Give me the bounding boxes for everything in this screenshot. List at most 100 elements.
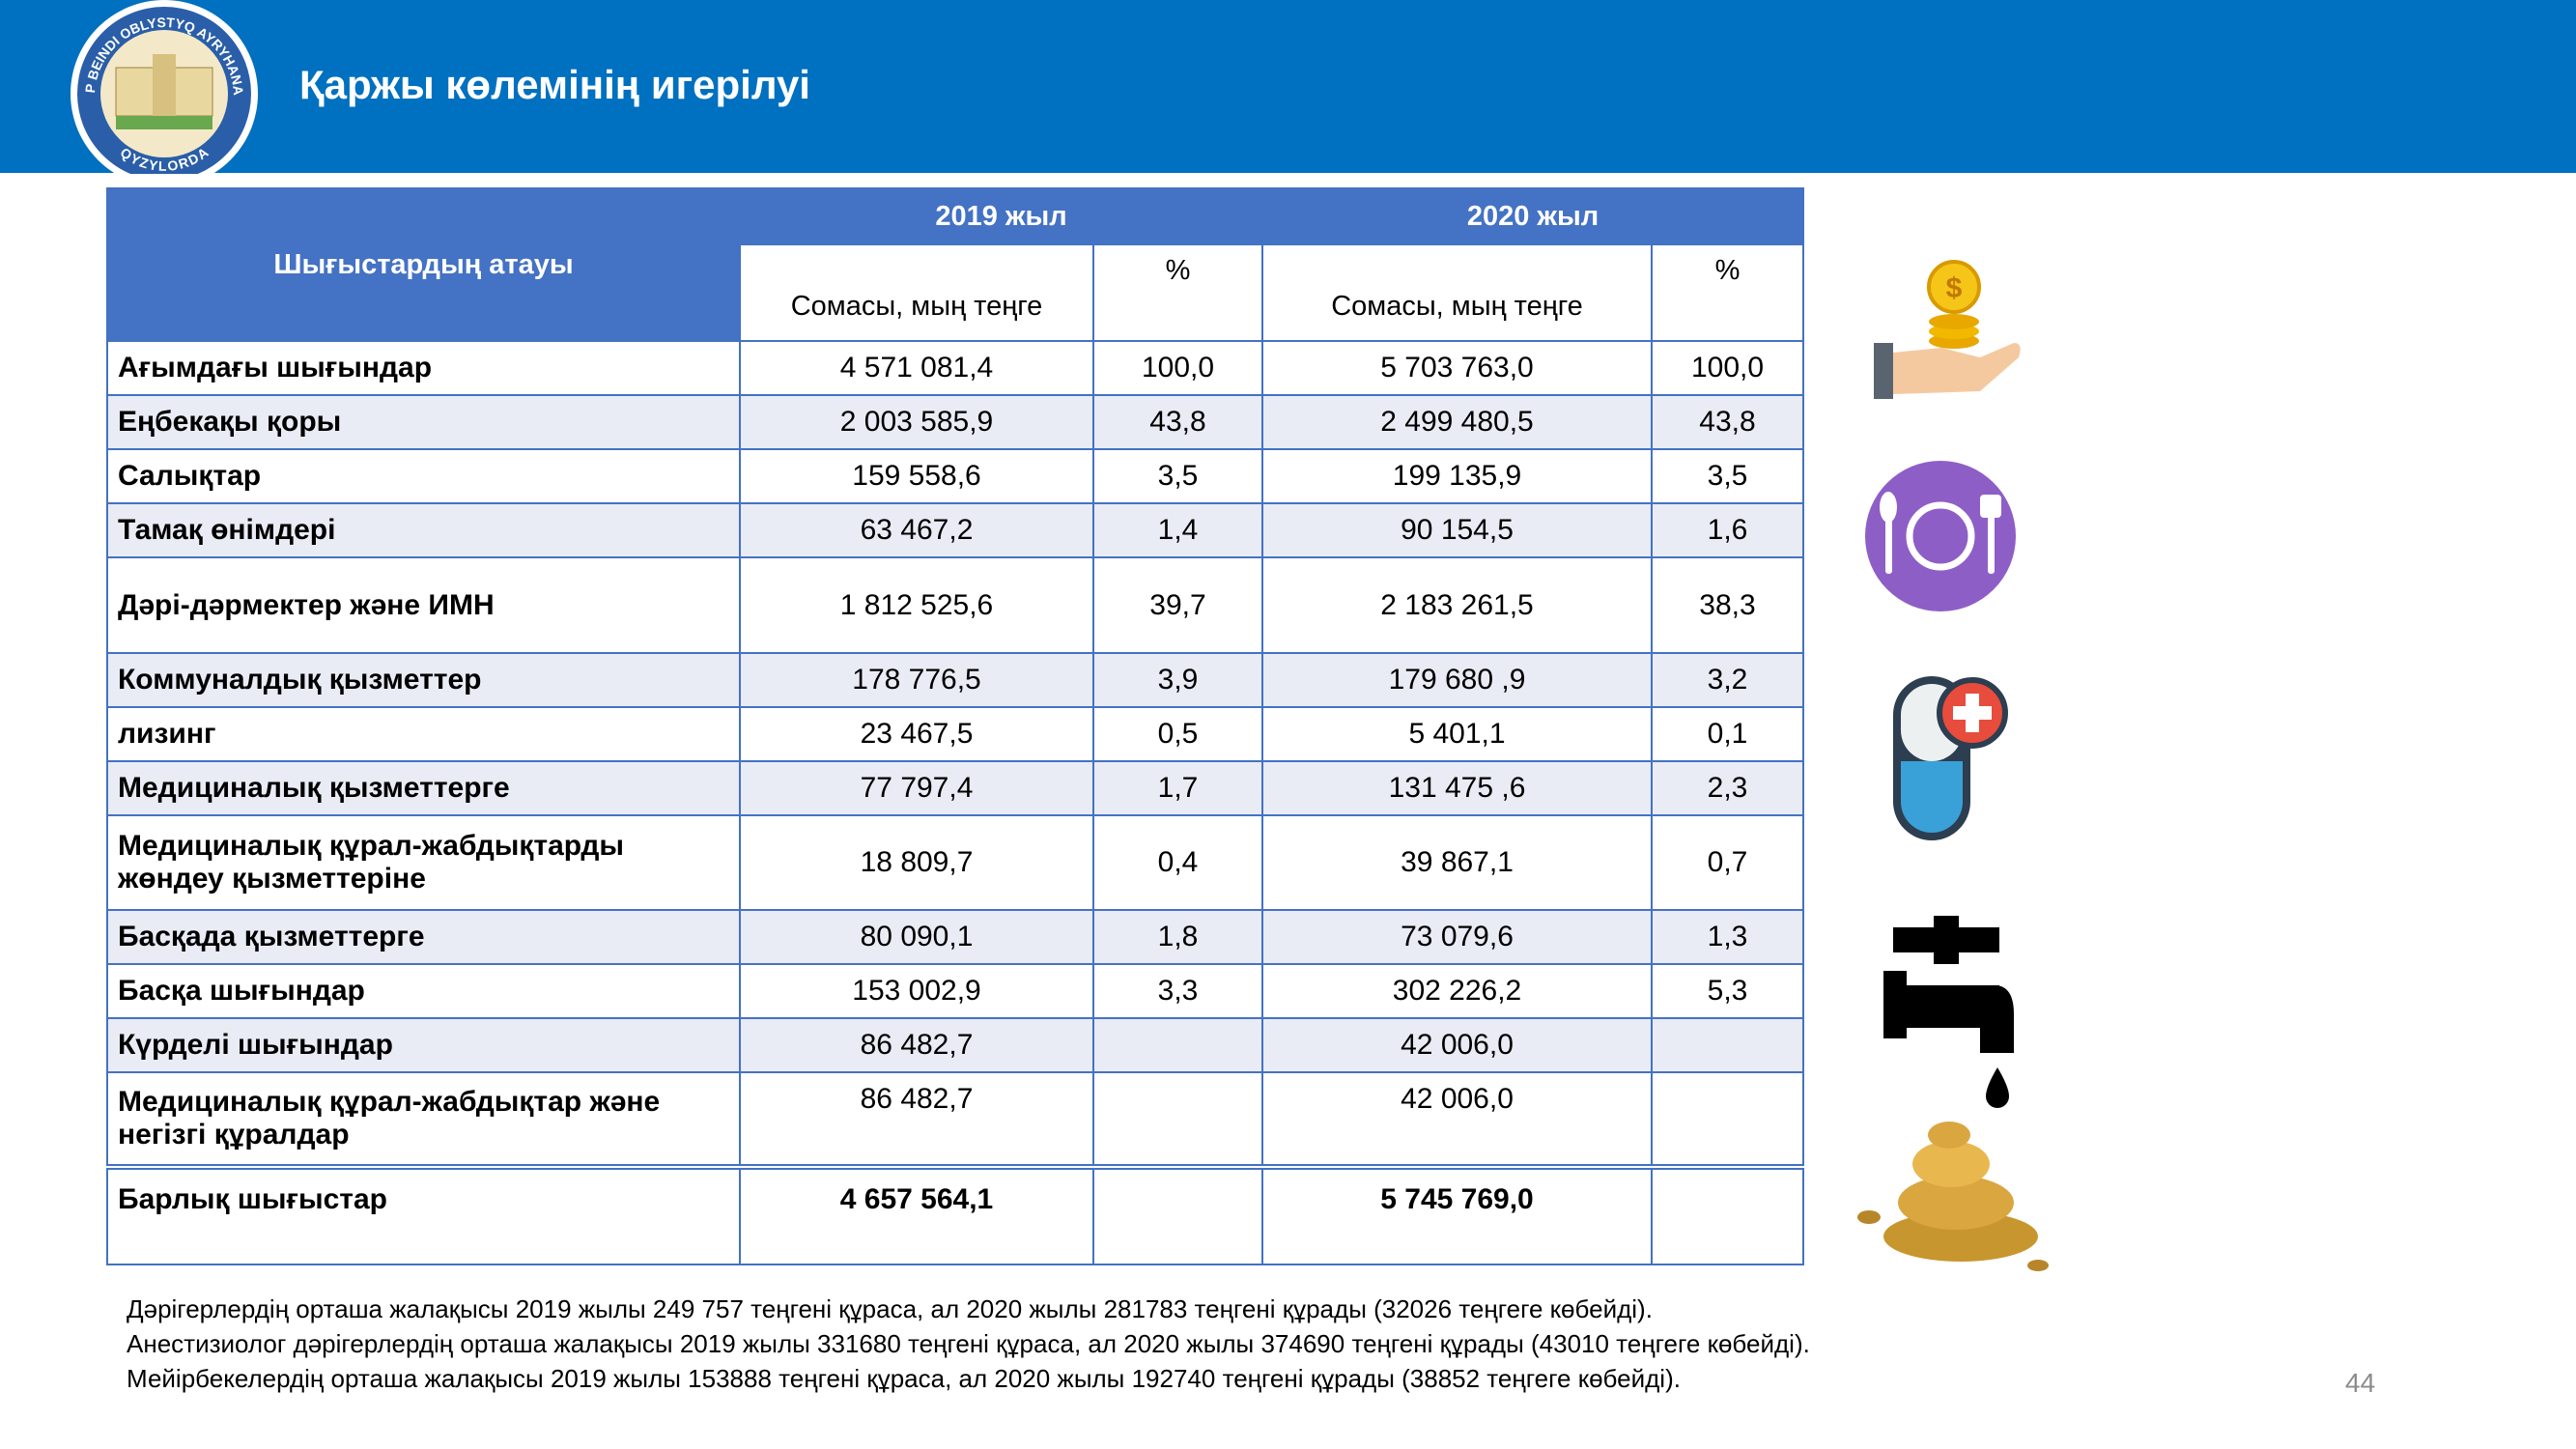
row-label: Еңбекақы қоры [106, 394, 741, 450]
cell: 39,7 [1092, 556, 1263, 654]
cell: 23 467,5 [739, 706, 1094, 762]
total-cell: 5 745 769,0 [1261, 1164, 1653, 1265]
slide-title: Қаржы көлемінің игерілуі [299, 62, 810, 107]
cell: 0,1 [1651, 706, 1804, 762]
cell: 5 401,1 [1261, 706, 1653, 762]
cell: 5,3 [1651, 963, 1804, 1019]
cell: 0,4 [1092, 814, 1263, 911]
cell: 3,5 [1092, 448, 1263, 504]
cell: 0,7 [1651, 814, 1804, 911]
subheader: % [1092, 243, 1263, 342]
cell: 100,0 [1092, 340, 1263, 396]
cell: 302 226,2 [1261, 963, 1653, 1019]
cell [1651, 1017, 1804, 1073]
table-row: Коммуналдық қызметтер 178 776,5 3,9 179 680… [106, 652, 1804, 708]
cell: 43,8 [1651, 394, 1804, 450]
cell: 80 090,1 [739, 909, 1094, 965]
cell: 0,5 [1092, 706, 1263, 762]
cell: 86 482,7 [739, 1017, 1094, 1073]
table-row: Күрделі шығындар 86 482,7 42 006,0 [106, 1017, 1804, 1073]
food-icon [1865, 461, 2016, 611]
note: Анестизиолог дәрігерлердің орташа жалақы… [127, 1329, 1810, 1358]
note: Мейірбекелердің орташа жалақысы 2019 жыл… [127, 1364, 1681, 1393]
cell: 3,9 [1092, 652, 1263, 708]
subheader: Сомасы, мың теңге [1261, 243, 1653, 342]
total-row: Барлық шығыстар 4 657 564,1 5 745 769,0 [106, 1164, 1804, 1265]
cell: 100,0 [1651, 340, 1804, 396]
cell: 2,3 [1651, 760, 1804, 816]
cell: 1,6 [1651, 502, 1804, 558]
table-row: Еңбекақы қоры 2 003 585,9 43,8 2 499 480,5 4… [106, 394, 1804, 450]
cell: 38,3 [1651, 556, 1804, 654]
logo-tower [153, 54, 176, 116]
total-cell: 4 657 564,1 [739, 1164, 1094, 1265]
logo-lawn [116, 116, 212, 129]
cell [1092, 1017, 1263, 1073]
tap-icon [1883, 916, 2014, 1108]
logo: KÓP BEINDI OBLYSTYQ AYRYHANASY QYZYLORDA [66, 0, 258, 174]
table-row: Медициналық құрал-жабдықтарды жөндеу қыз… [106, 814, 1804, 911]
year-header: 2019 жыл [739, 187, 1263, 245]
row-label: Медициналық қызметтерге [106, 760, 741, 816]
row-label: Медициналық құрал-жабдықтар және негізгі… [106, 1071, 741, 1168]
cell [1092, 1071, 1263, 1168]
cell: 90 154,5 [1261, 502, 1653, 558]
pill-icon [1893, 676, 2008, 840]
table-row: Басқада қызметтерге 80 090,1 1,8 73 079,6 1,… [106, 909, 1804, 965]
subheader: % [1651, 243, 1804, 342]
cell: 42 006,0 [1261, 1017, 1653, 1073]
cell: 131 475 ,6 [1261, 760, 1653, 816]
table-row: Тамақ өнімдері 63 467,2 1,4 90 154,5 1,6 [106, 502, 1804, 558]
total-cell [1092, 1164, 1263, 1265]
cell: 43,8 [1092, 394, 1263, 450]
name-header: Шығыстардың атауы [106, 187, 741, 342]
expense-table: Шығыстардың атауы 2019 жыл 2020 жыл Сомасы,… [106, 187, 1804, 1265]
cell [1651, 1071, 1804, 1168]
cell: 5 703 763,0 [1261, 340, 1653, 396]
cell: 159 558,6 [739, 448, 1094, 504]
cell: 39 867,1 [1261, 814, 1653, 911]
svg-text:$: $ [1946, 272, 1963, 304]
coins-pile-icon [1857, 1122, 2049, 1271]
cell: 1,4 [1092, 502, 1263, 558]
cell: 199 135,9 [1261, 448, 1653, 504]
year-header: 2020 жыл [1261, 187, 1804, 245]
table-row: Медициналық қызметтерге 77 797,4 1,7 131 47… [106, 760, 1804, 816]
row-label: Тамақ өнімдері [106, 502, 741, 558]
row-label: Салықтар [106, 448, 741, 504]
total-label: Барлық шығыстар [106, 1164, 741, 1265]
cell: 2 499 480,5 [1261, 394, 1653, 450]
table-row: лизинг 23 467,5 0,5 5 401,1 0,1 [106, 706, 1804, 762]
row-label: Дәрі-дәрмектер және ИМН [106, 556, 741, 654]
cell: 42 006,0 [1261, 1071, 1653, 1168]
row-label: лизинг [106, 706, 741, 762]
page-number: 44 [2345, 1368, 2376, 1398]
note: Дәрігерлердің орташа жалақысы 2019 жылы … [127, 1294, 1653, 1323]
cell: 3,2 [1651, 652, 1804, 708]
table-row: Медициналық құрал-жабдықтар және негізгі… [106, 1071, 1804, 1168]
cell: 1,7 [1092, 760, 1263, 816]
table-row: Ағымдағы шығындар 4 571 081,4 100,0 5 703 7… [106, 340, 1804, 396]
cell: 4 571 081,4 [739, 340, 1094, 396]
row-label: Басқада қызметтерге [106, 909, 741, 965]
coin-hand-icon: $ [1874, 260, 2021, 399]
row-label: Күрделі шығындар [106, 1017, 741, 1073]
row-label: Ағымдағы шығындар [106, 340, 741, 396]
row-label: Басқа шығындар [106, 963, 741, 1019]
cell: 77 797,4 [739, 760, 1094, 816]
row-label: Коммуналдық қызметтер [106, 652, 741, 708]
table-row: Дәрі-дәрмектер және ИМН 1 812 525,6 39,7 2 … [106, 556, 1804, 654]
cell: 63 467,2 [739, 502, 1094, 558]
table-row: Салықтар 159 558,6 3,5 199 135,9 3,5 [106, 448, 1804, 504]
cell: 73 079,6 [1261, 909, 1653, 965]
total-cell [1651, 1164, 1804, 1265]
table-row: Басқа шығындар 153 002,9 3,3 302 226,2 5,3 [106, 963, 1804, 1019]
subheader: Сомасы, мың теңге [739, 243, 1094, 342]
icons: $ [1857, 260, 2049, 1271]
subheader-row: Сомасы, мың теңге% Сомасы, мың теңге% [107, 243, 1804, 342]
header-row: Шығыстардың атауы 2019 жыл 2020 жыл [106, 187, 1804, 342]
cell: 1 812 525,6 [739, 556, 1094, 654]
cell: 178 776,5 [739, 652, 1094, 708]
cell: 18 809,7 [739, 814, 1094, 911]
